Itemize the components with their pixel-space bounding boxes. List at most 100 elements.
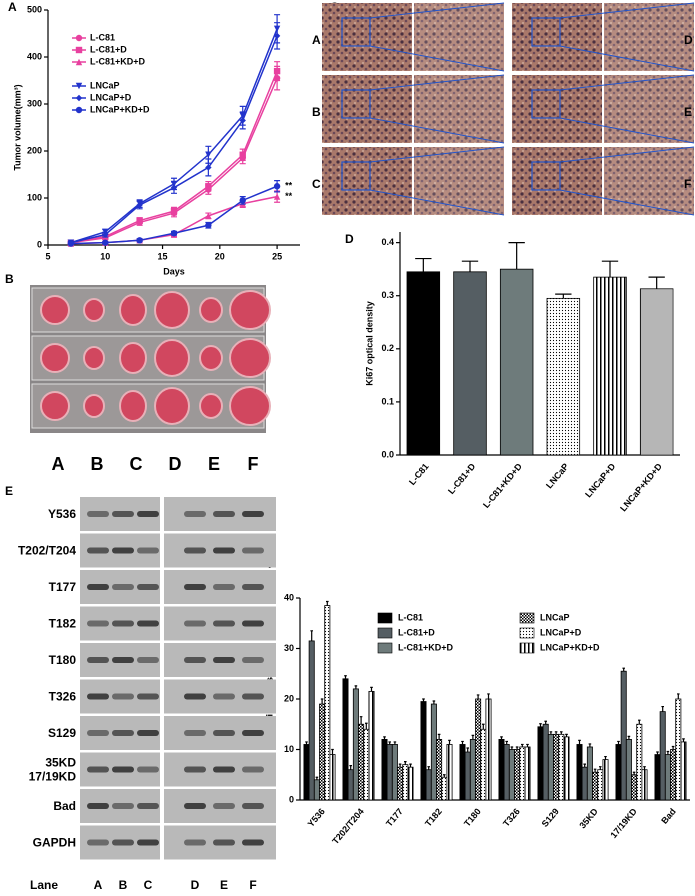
tumor <box>119 342 147 374</box>
ihc-image <box>322 75 412 143</box>
bar <box>347 769 354 801</box>
error-bar <box>320 698 324 705</box>
x-axis-label: Days <box>163 266 185 276</box>
lane-label: E <box>220 878 228 892</box>
roi <box>531 89 561 119</box>
bar <box>519 746 526 801</box>
sample-label: F <box>248 454 259 474</box>
bar <box>620 670 627 801</box>
band <box>137 839 159 846</box>
legend-swatch <box>377 627 393 639</box>
y-tick-label: 100 <box>27 192 42 202</box>
band <box>213 547 235 554</box>
error-bar <box>443 774 446 778</box>
error-bar <box>305 741 308 745</box>
legend-label: L-C81+D <box>398 627 435 637</box>
error-bar <box>315 776 319 780</box>
error-bar <box>604 755 607 760</box>
error-bar <box>365 722 368 730</box>
bar <box>615 744 622 801</box>
x-tick-label: T180 <box>462 806 483 828</box>
legend-label: LNCaP+KD+D <box>540 642 600 652</box>
protein-label: GAPDH <box>33 836 76 850</box>
bar <box>319 703 326 801</box>
band <box>112 803 134 809</box>
legend-swatch <box>519 642 535 654</box>
error-bar <box>555 293 572 299</box>
bar <box>641 769 648 801</box>
band <box>213 693 235 700</box>
protein-label: 35KD 17/19KD <box>29 756 77 784</box>
bar <box>368 691 375 801</box>
error-bar <box>383 736 386 740</box>
error-bar <box>482 723 485 730</box>
tumor <box>83 346 105 370</box>
marker <box>136 217 143 224</box>
protein-label: S129 <box>48 726 76 740</box>
bar <box>480 728 487 801</box>
legend-label: L-C81 <box>90 32 115 42</box>
error-bar <box>500 736 503 740</box>
band <box>213 511 235 517</box>
bar <box>542 723 549 801</box>
band <box>184 803 206 809</box>
tumor <box>199 345 223 371</box>
marker <box>136 201 143 209</box>
tumor <box>83 298 105 322</box>
y-tick-label: 30 <box>284 643 294 653</box>
error-bar <box>656 751 659 755</box>
tumor <box>154 291 190 329</box>
bar <box>446 744 453 801</box>
marker <box>75 58 83 66</box>
y-tick-label: 0.3 <box>381 290 394 300</box>
y-tick-label: 10 <box>284 744 294 754</box>
error-bar <box>515 746 519 750</box>
bar <box>358 723 365 801</box>
bar <box>498 739 505 801</box>
tumor <box>119 294 147 326</box>
band <box>87 730 109 736</box>
error-bar <box>599 766 602 770</box>
band <box>242 620 264 627</box>
ihc-zoom <box>604 147 694 215</box>
marker <box>273 67 281 75</box>
band <box>87 511 109 517</box>
bar <box>664 754 671 801</box>
lane-label: D <box>191 878 200 892</box>
y-axis-label: Tumor volume(mm³) <box>12 84 22 170</box>
error-bar <box>643 766 646 770</box>
lane-label: A <box>94 878 103 892</box>
ihc-zoom <box>414 147 504 215</box>
band <box>112 766 134 773</box>
bar <box>547 733 554 801</box>
band <box>242 657 264 663</box>
bar <box>329 754 336 801</box>
photo-strip <box>31 383 265 429</box>
marker <box>102 239 109 246</box>
bar <box>586 746 593 801</box>
zoom-lines <box>559 74 695 144</box>
error-bar <box>627 735 631 740</box>
row-label: C <box>312 177 321 191</box>
bar <box>553 733 560 801</box>
error-bar <box>461 260 479 272</box>
band <box>242 803 264 809</box>
marker <box>205 164 212 171</box>
band <box>112 657 134 663</box>
error-bar <box>331 748 334 755</box>
tumor <box>229 338 271 378</box>
bar <box>546 297 581 456</box>
bar <box>420 701 427 801</box>
tumor <box>199 297 223 323</box>
x-tick-label: 10 <box>100 251 110 261</box>
band <box>213 730 235 736</box>
band <box>137 547 159 554</box>
bar <box>324 605 331 801</box>
marker <box>273 193 281 200</box>
annotation: ** <box>285 191 293 201</box>
bar <box>464 751 471 801</box>
x-tick-label: T326 <box>501 806 522 828</box>
x-tick-label: 25 <box>272 251 282 261</box>
y-tick-label: 500 <box>27 4 42 14</box>
